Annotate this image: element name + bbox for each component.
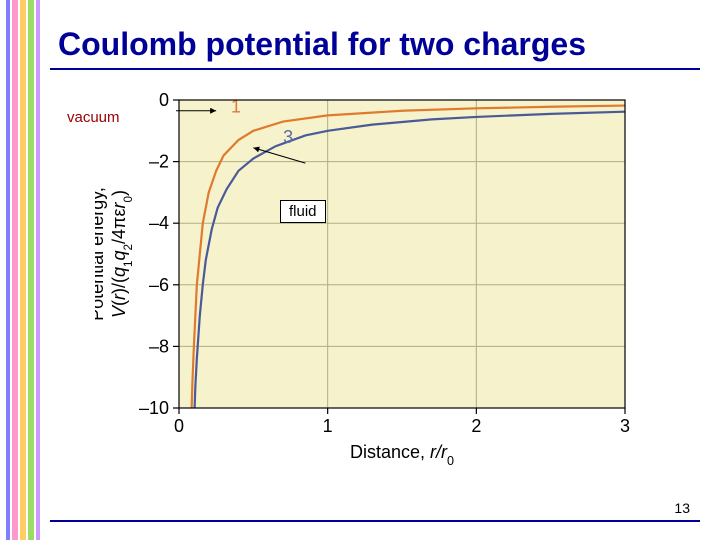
x-axis-label: Distance, r/r0 (350, 442, 454, 468)
title-underline (50, 68, 700, 70)
xtick-label: 0 (174, 416, 184, 436)
ytick-label: –4 (149, 213, 169, 233)
left-bar (12, 0, 18, 540)
bottom-rule (50, 520, 700, 522)
potential-chart: 1 3 0 1 2 3 0 –2 –4 –6 –8 –10 Distance, r/r0 Potentia… (95, 88, 635, 478)
ytick-label: –8 (149, 336, 169, 356)
series-label-vacuum: 1 (231, 96, 241, 116)
ytick-label: 0 (159, 90, 169, 110)
ytick-label: –2 (149, 152, 169, 172)
fluid-callout: fluid (280, 200, 326, 223)
left-bar (6, 0, 10, 540)
svg-text:Potential energy,: Potential energy, (95, 187, 107, 321)
xtick-label: 1 (323, 416, 333, 436)
ytick-label: –6 (149, 275, 169, 295)
xtick-label: 3 (620, 416, 630, 436)
left-bar (28, 0, 34, 540)
xtick-label: 2 (471, 416, 481, 436)
ytick-label: –10 (139, 398, 169, 418)
page-title: Coulomb potential for two charges (58, 26, 586, 63)
slide: Coulomb potential for two charges vacuum… (0, 0, 720, 540)
svg-text:V(r)/(q1q2/4πεr0): V(r)/(q1q2/4πεr0) (109, 190, 135, 318)
left-bar (20, 0, 26, 540)
left-bar (36, 0, 40, 540)
page-number: 13 (674, 500, 690, 516)
chart-svg: 1 3 0 1 2 3 0 –2 –4 –6 –8 –10 Distance, r/r0 Potentia… (95, 88, 635, 478)
series-label-fluid: 3 (283, 127, 293, 147)
y-axis-label: Potential energy,V(r)/(q1q2/4πεr0) (95, 187, 135, 321)
